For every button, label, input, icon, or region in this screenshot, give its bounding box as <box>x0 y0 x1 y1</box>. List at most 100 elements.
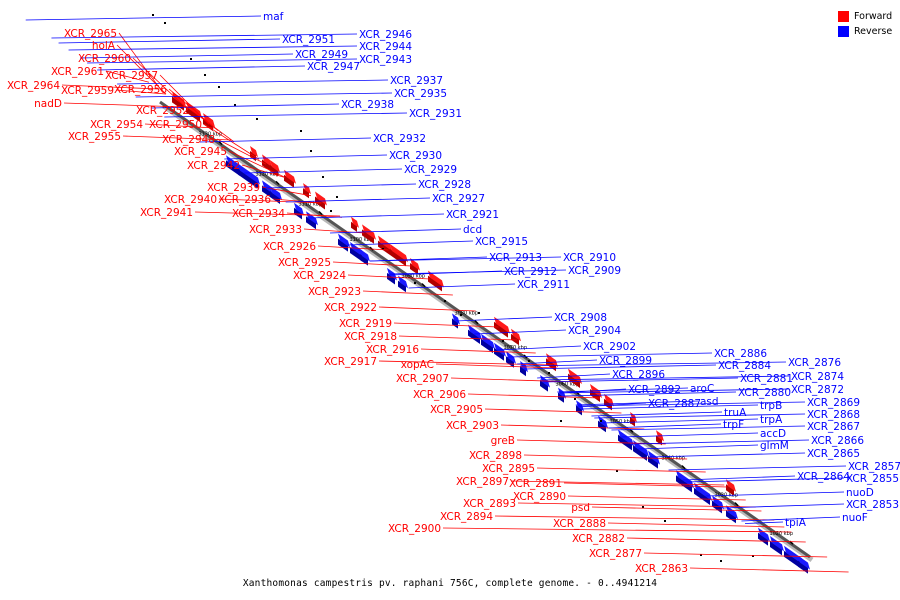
gene-block <box>351 216 359 228</box>
gene-label-xcr-2918: XCR_2918 <box>344 331 397 343</box>
gene-label-xcr-2965: XCR_2965 <box>64 28 117 40</box>
gene-label-xcr-2939: XCR_2939 <box>207 182 260 194</box>
gene-block <box>726 479 736 492</box>
gene-block-shadow <box>306 216 316 230</box>
gene-marker <box>642 506 644 508</box>
gene-label-xcr-2964: XCR_2964 <box>7 80 60 92</box>
gene-label-xcr-2895: XCR_2895 <box>482 463 535 475</box>
label-leader <box>517 359 598 365</box>
gene-marker <box>382 248 384 250</box>
label-leader <box>500 424 645 430</box>
gene-label-xcr-2912: XCR_2912 <box>504 266 557 278</box>
gene-block <box>784 545 804 566</box>
label-leader <box>523 454 688 460</box>
label-leader <box>558 388 790 394</box>
gene-block <box>250 146 258 158</box>
gene-label-xcr-2919: XCR_2919 <box>339 318 392 330</box>
label-leader <box>144 123 215 129</box>
gene-label-xcr-2957: XCR_2957 <box>105 70 158 82</box>
gene-marker <box>234 104 236 106</box>
label-leader <box>61 84 159 90</box>
gene-block-shadow <box>186 106 200 122</box>
gene-label-xcr-2935: XCR_2935 <box>394 88 447 100</box>
gene-block-shadow <box>784 550 802 570</box>
label-leader <box>58 38 281 44</box>
gene-block-shadow <box>576 405 582 416</box>
gene-block-shadow <box>648 455 658 469</box>
gene-label-xcr-2956: XCR_2956 <box>114 84 167 96</box>
gene-block <box>303 183 311 195</box>
gene-marker <box>502 340 504 342</box>
label-leader <box>594 413 806 419</box>
gene-label-xcr-2877: XCR_2877 <box>589 548 642 560</box>
gene-block <box>262 180 272 193</box>
gene-block-shadow <box>270 165 278 177</box>
label-leader <box>442 527 792 533</box>
scale-tick-label: 3100 kbp <box>349 237 373 243</box>
gene-label-xcr-2952: XCR_2952 <box>136 105 189 117</box>
label-leader <box>244 168 403 174</box>
label-leader <box>388 269 567 275</box>
label-leader <box>369 256 562 262</box>
label-leader <box>87 58 358 64</box>
label-leader <box>190 109 235 143</box>
gene-label-xcr-2955: XCR_2955 <box>68 131 121 143</box>
label-leader <box>507 352 713 358</box>
gene-label-xcr-2880: XCR_2880 <box>738 387 791 399</box>
label-leader <box>563 482 728 488</box>
gene-block <box>633 440 649 457</box>
gene-label-xcr-2941: XCR_2941 <box>140 207 193 219</box>
gene-marker <box>330 210 332 212</box>
label-leader <box>455 316 553 322</box>
gene-label-hola: holA <box>92 40 116 52</box>
gene-label-xcr-2933: XCR_2933 <box>249 224 302 236</box>
gene-block-shadow <box>694 487 710 505</box>
gene-label-xcr-2949: XCR_2949 <box>295 49 348 61</box>
gene-block <box>315 191 327 206</box>
gene-label-xcr-2911: XCR_2911 <box>517 279 570 291</box>
gene-block-shadow <box>360 254 368 266</box>
label-leader <box>516 439 666 445</box>
gene-label-xcr-2853: XCR_2853 <box>846 499 899 511</box>
scale-tick-mark <box>275 180 280 185</box>
label-leader <box>575 400 699 406</box>
gene-block <box>172 91 186 107</box>
label-leader <box>378 360 553 366</box>
gene-block-shadow <box>568 373 580 388</box>
label-leader <box>347 274 431 280</box>
legend-forward: Forward <box>838 9 892 24</box>
legend-forward-label: Forward <box>854 11 893 22</box>
gene-block-shadow <box>770 541 782 556</box>
gene-label-xcr-2887: XCR_2887 <box>648 398 701 410</box>
label-leader <box>115 89 166 95</box>
gene-label-xcr-2884: XCR_2884 <box>718 360 771 372</box>
gene-block-shadow <box>633 445 647 461</box>
gene-marker <box>414 282 416 284</box>
gene-block <box>604 393 614 407</box>
gene-marker <box>752 555 754 557</box>
gene-marker <box>560 420 562 422</box>
gene-label-xcr-2946: XCR_2946 <box>359 29 412 41</box>
label-leader <box>631 439 810 445</box>
label-leader <box>51 33 358 39</box>
gene-block <box>798 555 810 570</box>
label-leader <box>689 567 849 573</box>
label-leader <box>79 53 294 59</box>
gene-marker <box>322 176 324 178</box>
label-leader <box>557 387 689 393</box>
gene-label-asd: asd <box>700 396 719 408</box>
gene-label-trua: truA <box>724 407 747 419</box>
label-leader <box>621 432 759 438</box>
gene-label-xcr-2948: XCR_2948 <box>162 134 215 146</box>
gene-label-xcr-2909: XCR_2909 <box>568 265 621 277</box>
label-leader <box>562 391 737 397</box>
gene-block <box>262 154 272 167</box>
gene-label-xcr-2893: XCR_2893 <box>463 498 516 510</box>
gene-block <box>270 160 280 173</box>
gene-label-xcr-2925: XCR_2925 <box>278 257 331 269</box>
scale-tick-label: 3090 kbp <box>401 274 425 280</box>
label-leader <box>510 480 725 486</box>
gene-block <box>494 316 510 334</box>
label-leader <box>591 506 762 512</box>
